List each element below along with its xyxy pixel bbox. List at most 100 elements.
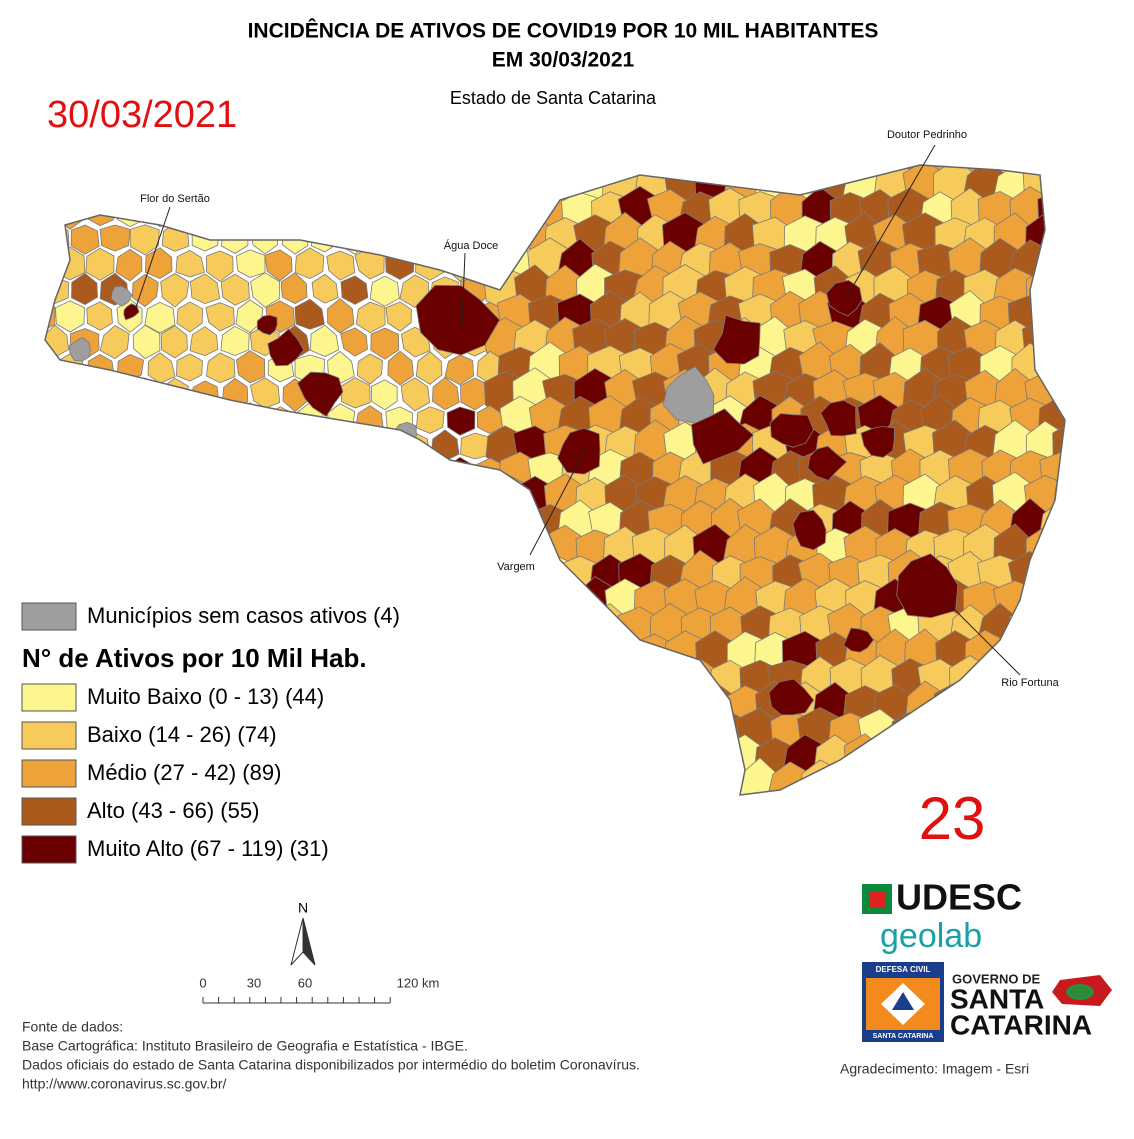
municipality (294, 298, 325, 330)
logo-text: DEFESA CIVIL (876, 965, 931, 974)
logo-icon (869, 891, 885, 907)
municipality (326, 250, 356, 281)
legend-label: Muito Alto (67 - 119) (31) (87, 836, 329, 861)
municipality (460, 432, 491, 460)
municipality (205, 352, 236, 384)
legend-swatch (21, 683, 77, 712)
municipality (371, 379, 398, 411)
municipality (220, 273, 250, 306)
logo-flag (1066, 984, 1094, 1000)
municipality (896, 553, 959, 619)
municipality (256, 314, 278, 336)
municipality (311, 273, 339, 304)
municipality (160, 273, 190, 308)
legend-label: Baixo (14 - 26) (74) (87, 722, 277, 747)
municipality (176, 353, 203, 382)
municipality (110, 285, 133, 307)
legend-swatch (21, 797, 77, 826)
place-label: Flor do Sertão (140, 193, 210, 205)
defesa-civil-logo: DEFESA CIVIL SANTA CATARINA (862, 962, 944, 1042)
geolab-text: geolab (880, 917, 982, 955)
municipality (415, 351, 443, 385)
municipality (792, 509, 827, 551)
municipality (431, 376, 460, 411)
municipality (71, 272, 98, 306)
scale-label: 60 (298, 975, 312, 990)
leader-line (461, 252, 466, 326)
source-line: http://www.coronavirus.sc.gov.br/ (22, 1076, 226, 1092)
legend-label: Alto (43 - 66) (55) (87, 798, 259, 823)
municipality (446, 406, 476, 436)
municipality (55, 300, 86, 333)
legend-swatch (21, 759, 77, 788)
municipality (713, 314, 761, 365)
municipality (175, 249, 205, 278)
municipality (68, 337, 91, 362)
logo-text: SANTA CATARINA (873, 1033, 934, 1040)
place-label: Rio Fortuna (1001, 677, 1059, 689)
municipality (691, 408, 754, 465)
place-label: Doutor Pedrinho (887, 129, 967, 141)
municipality (205, 250, 234, 282)
municipality (267, 328, 305, 367)
municipality (132, 324, 161, 360)
municipality (385, 301, 412, 332)
date: 30/03/2021 (47, 94, 237, 136)
municipality (86, 301, 113, 331)
municipality (340, 327, 368, 357)
municipality (356, 353, 384, 385)
legend-label: Municípios sem casos ativos (4) (87, 603, 400, 628)
municipality (205, 302, 235, 332)
place-label: Vargem (497, 561, 535, 573)
municipality (557, 427, 601, 475)
scale-label: 0 (199, 975, 206, 990)
municipality (369, 275, 400, 307)
municipality (820, 399, 857, 437)
scale-label: 30 (247, 975, 261, 990)
leader-line (944, 599, 1021, 676)
municipality (85, 247, 115, 281)
municipality (327, 298, 355, 334)
legend: Municípios sem casos ativos (4) N° de Ati… (21, 602, 400, 864)
udesc-text: UDESC (896, 877, 1022, 918)
sources: Fonte de dados: Base Cartográfica: Instit… (22, 1019, 640, 1092)
municipality (860, 426, 895, 458)
municipality (99, 224, 131, 252)
municipality (444, 354, 474, 386)
municipality (235, 299, 264, 334)
legend-label: Muito Baixo (0 - 13) (44) (87, 684, 324, 709)
municipality (250, 272, 281, 308)
north-arrow (302, 917, 316, 966)
government-logo: GOVERNO DE SANTA CATARINA (950, 971, 1112, 1040)
subtitle: Estado de Santa Catarina (450, 88, 657, 108)
legend-swatch (21, 602, 77, 631)
municipality (340, 275, 369, 305)
title: EM 30/03/2021 (492, 49, 635, 72)
municipality (355, 301, 386, 334)
scale-bar: 0 30 60 120 km (199, 975, 439, 1004)
municipality (416, 406, 445, 434)
municipality (220, 325, 250, 356)
north-label: N (298, 900, 308, 916)
municipality (99, 325, 130, 360)
municipality (843, 627, 874, 653)
municipality (189, 273, 221, 305)
municipality (294, 247, 325, 280)
legend-swatch (21, 835, 77, 864)
municipality (370, 327, 400, 360)
legend-title: N° de Ativos por 10 Mil Hab. (22, 643, 367, 673)
municipality (144, 301, 176, 334)
logo-text: GOVERNO DE (952, 971, 1040, 986)
municipality (400, 377, 431, 412)
map-labels: Flor do Sertão Água Doce Doutor Pedrinho Va… (134, 129, 1060, 689)
logo-text: CATARINA (950, 1009, 1092, 1040)
logo-text: SANTA (950, 983, 1044, 1014)
acknowledgment: Agradecimento: Imagem - Esri (840, 1061, 1029, 1077)
municipality (160, 325, 188, 359)
municipality (129, 224, 160, 256)
source-line: Dados oficiais do estado de Santa Catari… (22, 1057, 640, 1073)
leader-line (529, 449, 586, 556)
logo-triangle (892, 992, 914, 1010)
legend-swatch (21, 721, 77, 750)
municipality (807, 445, 848, 481)
